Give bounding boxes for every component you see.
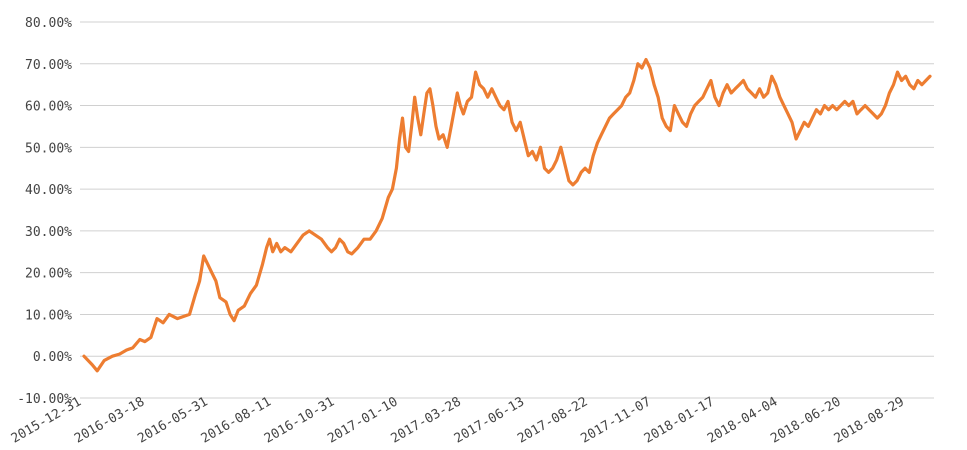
y-tick-label: 60.00% [25, 100, 72, 115]
x-tick-label: 2016-10-31 [262, 394, 337, 446]
y-tick-label: -10.00% [17, 392, 72, 407]
x-tick-label: 2018-04-04 [705, 394, 780, 446]
y-tick-label: 30.00% [25, 225, 72, 240]
x-tick-label: 2017-06-13 [452, 394, 527, 446]
y-tick-label: 80.00% [25, 16, 72, 31]
x-tick-label: 2018-08-29 [832, 394, 907, 446]
y-tick-label: 10.00% [25, 308, 72, 323]
series-layer [82, 58, 932, 373]
y-tick-label: 0.00% [33, 350, 72, 365]
y-axis: -10.00% 0.00% 10.00% 20.00% 30.00% 40.00% 50.0… [17, 16, 72, 407]
x-tick-label: 2018-06-20 [768, 394, 843, 446]
y-tick-label: 20.00% [25, 267, 72, 282]
x-tick-label: 2017-11-07 [578, 394, 653, 446]
y-tick-label: 50.00% [25, 141, 72, 156]
y-tick-label: 70.00% [25, 58, 72, 73]
x-tick-label: 2016-05-31 [135, 394, 210, 446]
x-tick-label: 2018-01-17 [642, 394, 717, 446]
x-tick-label: 2017-03-28 [389, 394, 464, 446]
series-line [82, 58, 932, 373]
x-tick-label: 2017-08-22 [515, 394, 590, 446]
x-tick-label: 2017-01-10 [325, 394, 400, 446]
x-tick-label: 2016-08-11 [199, 394, 274, 446]
gridlines [80, 21, 934, 399]
x-axis: 2015-12-312016-03-182016-05-312016-08-11… [9, 394, 907, 446]
x-tick-label: 2016-03-18 [72, 394, 147, 446]
y-tick-label: 40.00% [25, 183, 72, 198]
